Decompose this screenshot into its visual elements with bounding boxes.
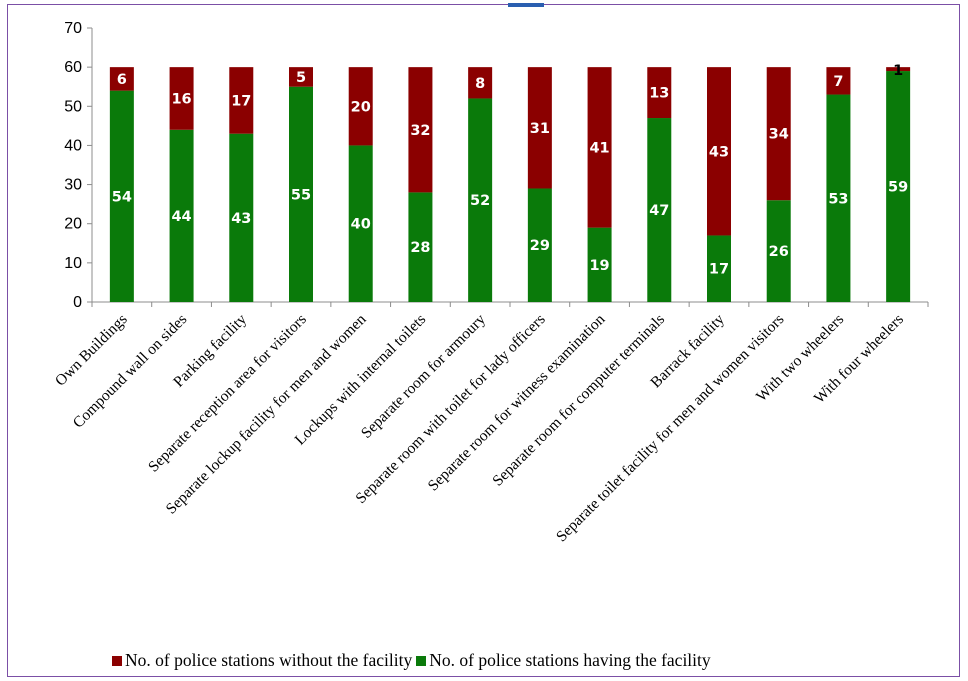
bar-having xyxy=(766,200,791,302)
data-label-without: 16 xyxy=(171,91,191,107)
y-tick-label: 70 xyxy=(64,20,82,37)
bar-having xyxy=(707,235,731,302)
data-label-without: 34 xyxy=(769,127,789,143)
bar-having xyxy=(527,188,552,302)
y-tick-label: 0 xyxy=(73,294,82,311)
data-label-having: 44 xyxy=(171,209,191,225)
legend-label-having: No. of police stations having the facili… xyxy=(429,650,711,670)
data-label-having: 28 xyxy=(410,240,430,256)
data-label-having: 55 xyxy=(291,187,311,203)
data-label-without: 6 xyxy=(117,72,127,88)
data-label-having: 40 xyxy=(351,217,371,233)
bar-without xyxy=(647,67,672,119)
bar-without xyxy=(408,67,433,193)
bar-having xyxy=(647,118,672,303)
data-label-having: 26 xyxy=(769,244,789,260)
data-label-without: 32 xyxy=(410,123,430,139)
y-tick-label: 10 xyxy=(64,255,82,272)
y-tick-label: 50 xyxy=(64,98,82,115)
bar-without xyxy=(766,67,791,201)
data-label-without: 5 xyxy=(296,70,306,86)
y-tick-label: 30 xyxy=(64,177,82,194)
data-label-having: 19 xyxy=(589,258,609,274)
frame-accent xyxy=(508,3,544,7)
data-label-having: 47 xyxy=(649,203,669,219)
data-label-without: 7 xyxy=(833,74,843,90)
bar-having xyxy=(109,90,134,302)
bar-having xyxy=(169,129,194,302)
legend-label-without: No. of police stations without the facil… xyxy=(125,650,413,670)
data-label-having: 52 xyxy=(470,193,490,209)
data-label-without: 20 xyxy=(351,99,371,115)
legend: No. of police stations without the facil… xyxy=(112,650,715,671)
bar-without xyxy=(109,67,134,91)
bar-without xyxy=(289,67,313,87)
legend-item-without: No. of police stations without the facil… xyxy=(112,650,412,671)
bar-without xyxy=(348,67,373,146)
bar-having xyxy=(289,86,313,302)
bar-without xyxy=(169,67,194,130)
data-label-without: 8 xyxy=(475,76,485,92)
x-tick-label: Separate toilet facility for men and wom… xyxy=(553,311,788,546)
y-tick-label: 40 xyxy=(64,137,82,154)
bar-without xyxy=(229,67,254,134)
data-label-without: 13 xyxy=(649,86,669,102)
y-tick-label: 60 xyxy=(64,59,82,76)
bar-having xyxy=(826,94,851,303)
legend-item-having: No. of police stations having the facili… xyxy=(416,650,711,671)
bar-without xyxy=(527,67,552,189)
bar-without xyxy=(707,67,731,236)
data-label-having: 43 xyxy=(231,211,251,227)
data-label-having: 59 xyxy=(888,180,908,196)
data-label-without: 41 xyxy=(589,140,609,156)
legend-swatch-having xyxy=(416,655,427,666)
data-label-without: 17 xyxy=(231,93,251,109)
bar-having xyxy=(886,71,911,302)
bar-without xyxy=(587,67,612,228)
data-label-having: 17 xyxy=(709,262,729,278)
bar-without xyxy=(468,67,493,99)
x-tick-label: Compound wall on sides xyxy=(70,311,191,432)
data-label-having: 29 xyxy=(530,238,550,254)
bar-having xyxy=(468,98,493,302)
x-tick-label: Separate room for armoury xyxy=(358,311,489,442)
data-label-having: 53 xyxy=(828,191,848,207)
data-label-without: 31 xyxy=(530,121,550,137)
bar-having xyxy=(408,192,433,302)
legend-swatch-without xyxy=(112,655,122,666)
y-tick-label: 20 xyxy=(64,216,82,233)
data-label-without: 43 xyxy=(709,144,729,160)
data-label-having: 54 xyxy=(112,189,132,205)
data-label-without: 1 xyxy=(893,63,903,79)
bar-having xyxy=(229,133,254,302)
bar-without xyxy=(886,67,911,72)
bar-without xyxy=(826,67,851,95)
bar-having xyxy=(348,145,373,302)
bar-having xyxy=(587,227,612,302)
